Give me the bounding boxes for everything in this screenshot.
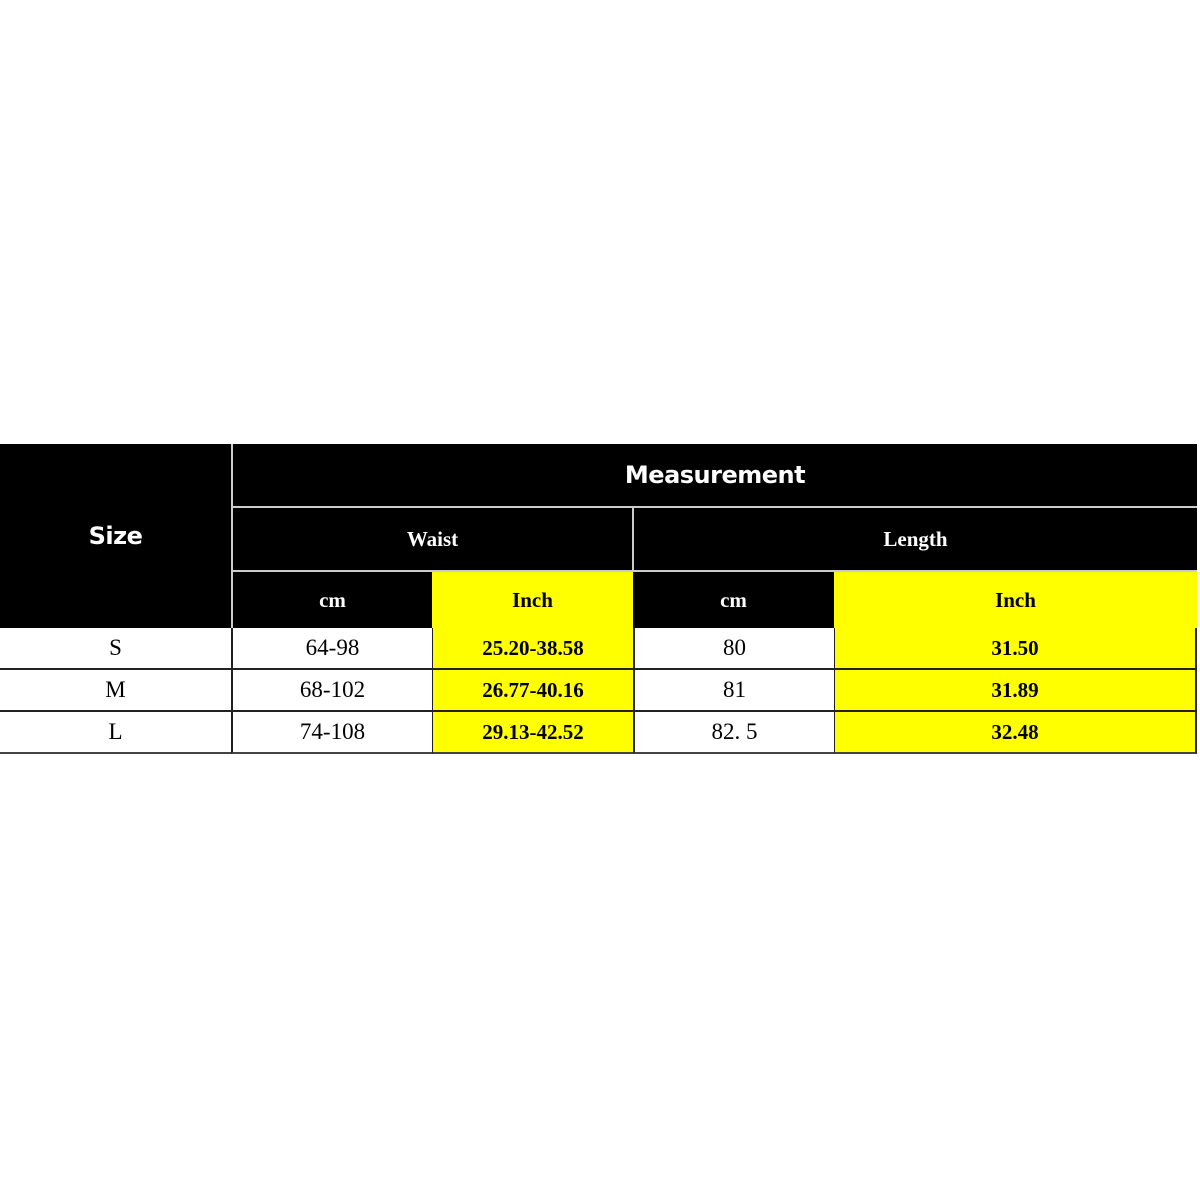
size-header: Size — [0, 444, 231, 628]
length-header: Length — [633, 508, 1197, 572]
length-inch-cell: 31.89 — [834, 670, 1197, 712]
waist-inch-cell: 29.13-42.52 — [432, 712, 633, 754]
waist-inch-header: Inch — [432, 572, 633, 628]
waist-cm-header: cm — [231, 572, 432, 628]
waist-inch-cell: 26.77-40.16 — [432, 670, 633, 712]
length-cm-header: cm — [633, 572, 834, 628]
length-inch-header: Inch — [834, 572, 1197, 628]
waist-cm-cell: 74-108 — [231, 712, 432, 754]
waist-cm-cell: 68-102 — [231, 670, 432, 712]
length-inch-cell: 32.48 — [834, 712, 1197, 754]
measurement-header: Measurement — [231, 444, 1197, 508]
length-inch-cell: 31.50 — [834, 628, 1197, 670]
size-cell: S — [0, 628, 231, 670]
size-cell: L — [0, 712, 231, 754]
waist-header: Waist — [231, 508, 633, 572]
waist-inch-cell: 25.20-38.58 — [432, 628, 633, 670]
size-cell: M — [0, 670, 231, 712]
length-cm-cell: 82. 5 — [633, 712, 834, 754]
waist-cm-cell: 64-98 — [231, 628, 432, 670]
length-cm-cell: 81 — [633, 670, 834, 712]
length-cm-cell: 80 — [633, 628, 834, 670]
